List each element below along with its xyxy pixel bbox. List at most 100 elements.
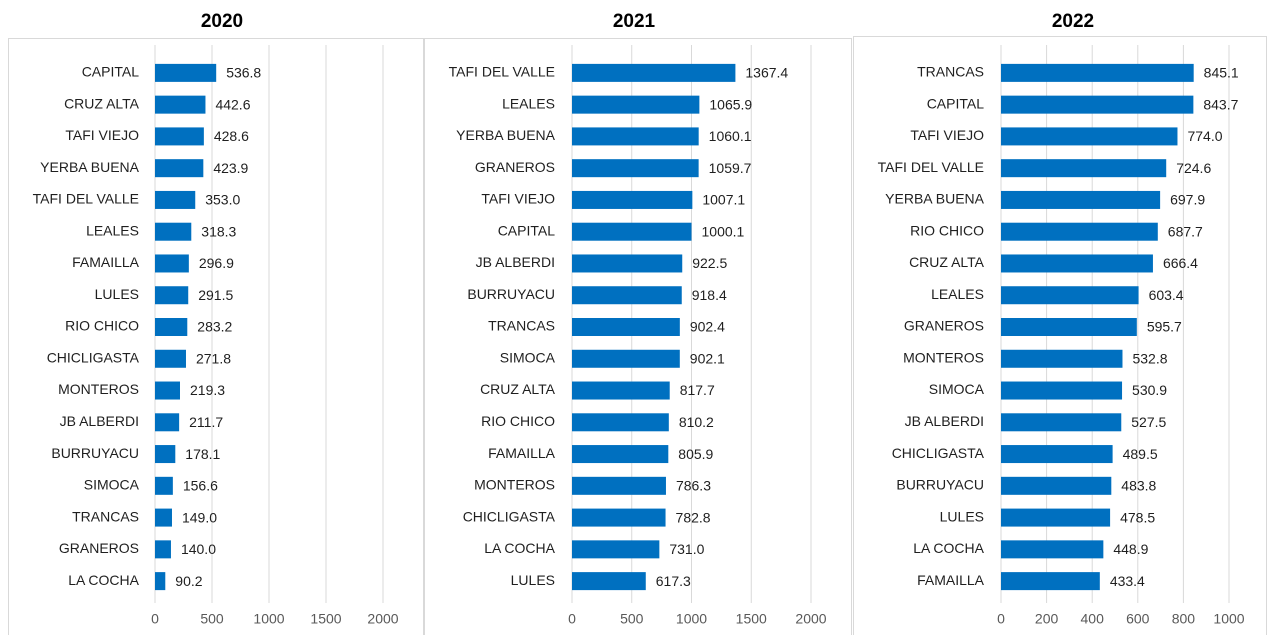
bar bbox=[155, 540, 171, 559]
x-tick-label: 500 bbox=[620, 611, 644, 627]
chart-panel: 2020 0 500 1000 1500 2000 CAPITAL 536.8 CRUZ ALT… bbox=[8, 11, 424, 635]
category-label: CRUZ ALTA bbox=[64, 95, 140, 111]
bar bbox=[1001, 572, 1100, 591]
bar bbox=[1001, 476, 1112, 495]
category-label: RIO CHICO bbox=[910, 222, 984, 238]
category-label: TAFI DEL VALLE bbox=[33, 191, 139, 207]
bar bbox=[155, 254, 189, 273]
value-label: 1367.4 bbox=[745, 65, 788, 81]
value-label: 902.4 bbox=[690, 319, 725, 335]
category-label: LEALES bbox=[86, 222, 139, 238]
category-label: SIMOCA bbox=[84, 477, 140, 493]
bar bbox=[572, 476, 666, 495]
bar bbox=[572, 127, 699, 146]
category-label: CAPITAL bbox=[82, 64, 140, 80]
category-label: LULES bbox=[940, 508, 984, 524]
value-label: 687.7 bbox=[1168, 223, 1203, 239]
bar bbox=[155, 318, 188, 336]
category-label: RIO CHICO bbox=[481, 413, 555, 429]
bar bbox=[155, 476, 173, 495]
category-label: MONTEROS bbox=[58, 381, 139, 397]
value-label: 291.5 bbox=[198, 287, 233, 303]
category-label: TAFI VIEJO bbox=[65, 127, 139, 143]
value-label: 918.4 bbox=[692, 287, 727, 303]
bar bbox=[1001, 381, 1123, 400]
category-label: FAMAILLA bbox=[72, 254, 140, 270]
category-label: SIMOCA bbox=[500, 349, 556, 365]
panel-frame bbox=[853, 36, 1267, 635]
value-label: 603.4 bbox=[1149, 287, 1184, 303]
bar bbox=[1001, 95, 1194, 114]
bar bbox=[572, 445, 669, 464]
bar bbox=[1001, 254, 1153, 273]
value-label: 483.8 bbox=[1121, 478, 1156, 494]
category-label: TAFI VIEJO bbox=[910, 127, 984, 143]
value-label: 178.1 bbox=[185, 446, 220, 462]
value-label: 536.8 bbox=[226, 65, 261, 81]
bar bbox=[1001, 413, 1122, 432]
value-label: 845.1 bbox=[1204, 65, 1239, 81]
bar bbox=[1001, 222, 1158, 241]
x-tick-label: 2000 bbox=[795, 611, 826, 627]
category-label: TRANCAS bbox=[72, 508, 139, 524]
category-label: CAPITAL bbox=[498, 222, 556, 238]
panel-frame bbox=[424, 38, 852, 635]
value-label: 283.2 bbox=[197, 319, 232, 335]
value-label: 271.8 bbox=[196, 350, 231, 366]
bar bbox=[572, 318, 680, 336]
bar bbox=[1001, 508, 1111, 527]
category-label: GRANEROS bbox=[475, 159, 555, 175]
value-label: 595.7 bbox=[1147, 319, 1182, 335]
value-label: 1000.1 bbox=[702, 223, 745, 239]
category-label: LULES bbox=[95, 286, 139, 302]
category-label: FAMAILLA bbox=[488, 445, 556, 461]
value-label: 810.2 bbox=[679, 414, 714, 430]
x-tick-label: 1500 bbox=[310, 611, 341, 627]
value-label: 428.6 bbox=[214, 128, 249, 144]
bar bbox=[155, 190, 196, 209]
value-label: 1007.1 bbox=[702, 192, 745, 208]
bar bbox=[572, 190, 693, 209]
bar bbox=[1001, 286, 1139, 305]
x-tick-label: 600 bbox=[1126, 611, 1150, 627]
bar bbox=[155, 63, 217, 82]
value-label: 219.3 bbox=[190, 382, 225, 398]
value-label: 318.3 bbox=[201, 223, 236, 239]
chart-panel: 2021 0 500 1000 1500 2000 TAFI DEL VALLE 1367.4… bbox=[424, 11, 852, 635]
value-label: 353.0 bbox=[205, 192, 240, 208]
category-label: LA COCHA bbox=[913, 540, 984, 556]
value-label: 782.8 bbox=[676, 509, 711, 525]
value-label: 532.8 bbox=[1132, 350, 1167, 366]
category-label: TAFI DEL VALLE bbox=[878, 159, 984, 175]
value-label: 817.7 bbox=[680, 382, 715, 398]
value-label: 140.0 bbox=[181, 541, 216, 557]
category-label: BURRUYACU bbox=[896, 477, 984, 493]
category-label: YERBA BUENA bbox=[40, 159, 139, 175]
x-tick-label: 1000 bbox=[253, 611, 284, 627]
category-label: BURRUYACU bbox=[51, 445, 139, 461]
value-label: 423.9 bbox=[213, 160, 248, 176]
x-tick-label: 1000 bbox=[1213, 611, 1244, 627]
chart-panel: 2022 0 200 400 600 800 1000 TRANCAS 845.1 CAPITAL… bbox=[853, 11, 1267, 635]
category-label: TRANCAS bbox=[917, 64, 984, 80]
value-label: 149.0 bbox=[182, 509, 217, 525]
value-label: 774.0 bbox=[1187, 128, 1222, 144]
bar bbox=[155, 413, 180, 432]
x-tick-label: 1500 bbox=[736, 611, 767, 627]
category-label: LA COCHA bbox=[68, 572, 139, 588]
x-tick-label: 0 bbox=[568, 611, 576, 627]
category-label: MONTEROS bbox=[474, 477, 555, 493]
category-label: LA COCHA bbox=[484, 540, 555, 556]
value-label: 805.9 bbox=[678, 446, 713, 462]
bar bbox=[1001, 445, 1113, 464]
x-tick-label: 0 bbox=[997, 611, 1005, 627]
category-label: CHICLIGASTA bbox=[892, 445, 985, 461]
bar bbox=[1001, 63, 1194, 82]
bar bbox=[155, 127, 204, 146]
value-label: 666.4 bbox=[1163, 255, 1198, 271]
value-label: 1060.1 bbox=[709, 128, 752, 144]
value-label: 527.5 bbox=[1131, 414, 1166, 430]
panel-frame bbox=[8, 38, 424, 635]
bar bbox=[155, 445, 176, 464]
